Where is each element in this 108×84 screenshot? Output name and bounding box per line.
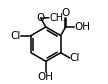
Text: O: O: [62, 8, 70, 18]
Text: Cl: Cl: [10, 31, 21, 41]
Text: CH₃: CH₃: [49, 13, 67, 23]
Text: Cl: Cl: [70, 53, 80, 63]
Text: O: O: [37, 13, 45, 23]
Text: OH: OH: [74, 22, 90, 32]
Text: OH: OH: [38, 72, 54, 82]
